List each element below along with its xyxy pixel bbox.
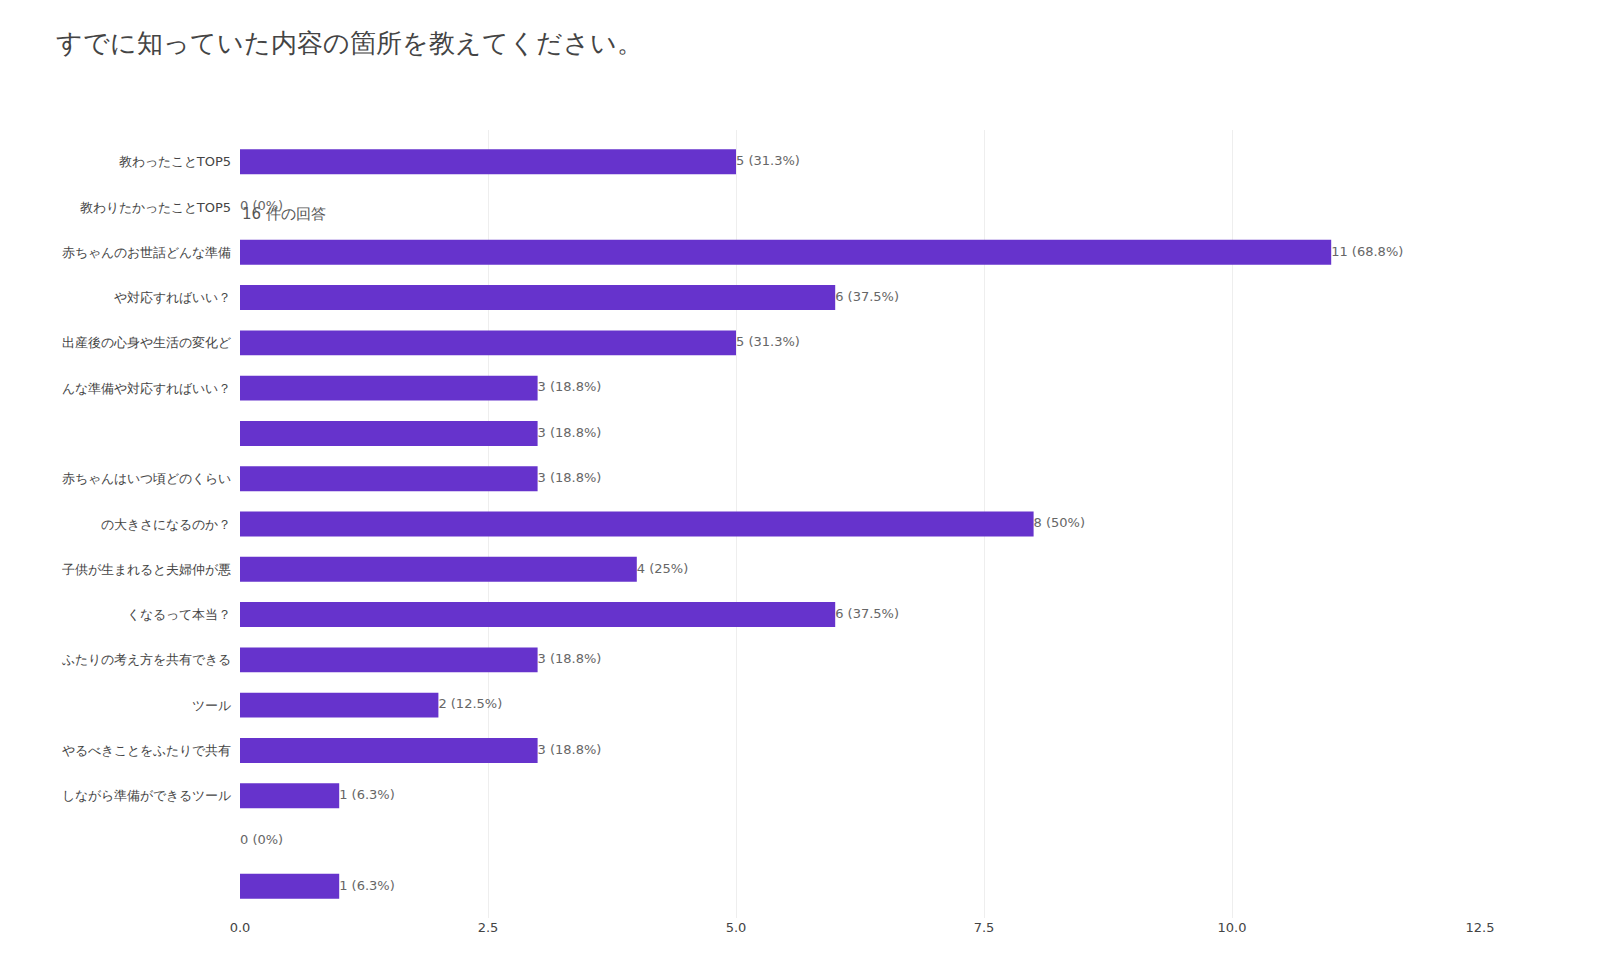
svg-text:2 (12.5%): 2 (12.5%) [438, 696, 502, 711]
svg-text:3 (18.8%): 3 (18.8%) [538, 379, 602, 394]
svg-text:3 (18.8%): 3 (18.8%) [538, 742, 602, 757]
svg-text:0.0: 0.0 [230, 920, 251, 935]
svg-text:11 (68.8%): 11 (68.8%) [1331, 244, 1403, 259]
svg-text:0 (0%): 0 (0%) [240, 198, 283, 213]
svg-text:5 (31.3%): 5 (31.3%) [736, 334, 800, 349]
svg-text:ツール: ツール [192, 698, 231, 713]
svg-text:4 (25%): 4 (25%) [637, 561, 688, 576]
svg-text:や対応すればいい？: や対応すればいい？ [114, 290, 231, 305]
svg-text:16 件の回答: 16 件の回答 [242, 205, 326, 223]
svg-text:の大きさになるのか？: の大きさになるのか？ [101, 517, 231, 532]
svg-text:しながら準備ができるツール: しながら準備ができるツール [62, 788, 231, 803]
svg-text:3 (18.8%): 3 (18.8%) [538, 470, 602, 485]
svg-text:5 (31.3%): 5 (31.3%) [736, 153, 800, 168]
svg-text:2.5: 2.5 [478, 920, 499, 935]
svg-text:やるべきことをふたりで共有: やるべきことをふたりで共有 [62, 743, 231, 758]
svg-text:7.5: 7.5 [974, 920, 995, 935]
svg-text:教わりたかったことTOP5: 教わりたかったことTOP5 [80, 200, 231, 215]
svg-text:1 (6.3%): 1 (6.3%) [339, 787, 395, 802]
svg-text:10.0: 10.0 [1218, 920, 1247, 935]
svg-text:6 (37.5%): 6 (37.5%) [835, 606, 899, 621]
svg-text:0 (0%): 0 (0%) [240, 832, 283, 847]
svg-text:出産後の心身や生活の変化ど: 出産後の心身や生活の変化ど [62, 335, 231, 350]
svg-text:12.5: 12.5 [1466, 920, 1495, 935]
svg-text:くなるって本当？: くなるって本当？ [127, 607, 231, 622]
svg-text:教わったことTOP5: 教わったことTOP5 [119, 154, 231, 169]
svg-text:んな準備や対応すればいい？: んな準備や対応すればいい？ [62, 381, 231, 396]
svg-text:ふたりの考え方を共有できる: ふたりの考え方を共有できる [61, 652, 231, 667]
svg-text:3 (18.8%): 3 (18.8%) [538, 651, 602, 666]
svg-text:赤ちゃんのお世話どんな準備: 赤ちゃんのお世話どんな準備 [62, 245, 231, 260]
svg-text:6 (37.5%): 6 (37.5%) [835, 289, 899, 304]
svg-text:1 (6.3%): 1 (6.3%) [339, 878, 395, 893]
svg-text:8 (50%): 8 (50%) [1034, 515, 1085, 530]
svg-text:3 (18.8%): 3 (18.8%) [538, 425, 602, 440]
svg-text:すでに知っていた内容の箇所を教えてください。: すでに知っていた内容の箇所を教えてください。 [56, 28, 643, 58]
svg-text:子供が生まれると夫婦仲が悪: 子供が生まれると夫婦仲が悪 [62, 562, 231, 577]
svg-text:5.0: 5.0 [726, 920, 747, 935]
svg-text:赤ちゃんはいつ頃どのくらい: 赤ちゃんはいつ頃どのくらい [62, 471, 231, 486]
